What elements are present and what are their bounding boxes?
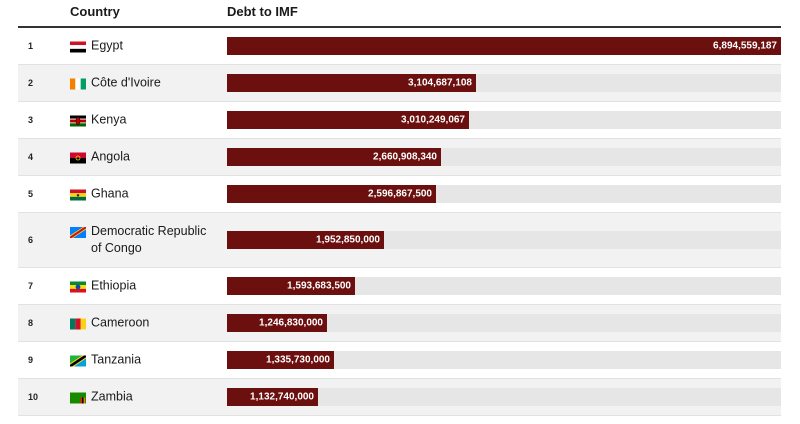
bar-value-label: 1,593,683,500 [287,280,351,292]
rank-number: 8 [28,318,34,328]
country-name: Cameroon [91,315,150,330]
bar-track: 3,104,687,108 [227,74,781,92]
country-name: Tanzania [91,352,142,367]
bar-track: 6,894,559,187 [227,37,781,55]
bar-track: 2,660,908,340 [227,148,781,166]
country-name: Angola [91,149,130,164]
debt-column-header: Debt to IMF [227,4,298,19]
cote-divoire-flag-icon [70,78,86,90]
bar: 2,660,908,340 [227,148,441,166]
country-cell: Tanzania [70,352,220,369]
cameroon-flag-icon [70,318,86,330]
table-row: 8 Cameroon 1,246,830,000 [18,305,781,342]
ghana-flag-icon [70,189,86,201]
bar-value-label: 3,104,687,108 [408,77,472,89]
bar: 1,132,740,000 [227,388,318,406]
bar-value-label: 2,660,908,340 [373,151,437,163]
country-name: Ethiopia [91,278,137,293]
table-row: 10 Zambia 1,132,740,000 [18,379,781,416]
rank-number: 6 [28,235,34,245]
bar-track: 1,593,683,500 [227,277,781,295]
bar: 1,593,683,500 [227,277,355,295]
country-cell: Democratic Republic of Congo [70,223,220,257]
rank-number: 10 [28,392,39,402]
country-cell: Angola [70,149,220,166]
bar-track: 1,132,740,000 [227,388,781,406]
table-header: Country Debt to IMF [18,0,781,28]
country-column-header: Country [70,4,120,19]
bar-track: 1,246,830,000 [227,314,781,332]
bar-value-label: 2,596,867,500 [368,188,432,200]
country-cell: Ethiopia [70,278,220,295]
table-row: 3 Kenya 3,010,249,067 [18,102,781,139]
bar: 3,104,687,108 [227,74,476,92]
country-name: Kenya [91,112,127,127]
table-row: 6 Democratic Republic of Congo 1,952,850,0… [18,213,781,268]
bar: 1,952,850,000 [227,231,384,249]
table-body: 1 Egypt 6,894,559,187 2 Côte d'Ivoire 3,104,6… [18,28,781,416]
country-cell: Ghana [70,186,220,203]
kenya-flag-icon [70,115,86,127]
country-name: Zambia [91,389,133,404]
bar-value-label: 6,894,559,187 [713,40,777,52]
country-name: Egypt [91,38,123,53]
bar-value-label: 1,132,740,000 [250,391,314,403]
country-name: Côte d'Ivoire [91,75,161,90]
rank-number: 3 [28,115,34,125]
country-name: Democratic Republic of Congo [91,224,207,255]
bar-value-label: 1,952,850,000 [316,234,380,246]
bar-value-label: 3,010,249,067 [401,114,465,126]
bar: 2,596,867,500 [227,185,436,203]
bar: 6,894,559,187 [227,37,781,55]
table-row: 1 Egypt 6,894,559,187 [18,28,781,65]
zambia-flag-icon [70,392,86,404]
bar-track: 1,335,730,000 [227,351,781,369]
rank-number: 1 [28,41,34,51]
bar: 3,010,249,067 [227,111,469,129]
table-row: 4 Angola 2,660,908,340 [18,139,781,176]
bar-value-label: 1,246,830,000 [259,317,323,329]
country-cell: Egypt [70,38,220,55]
country-cell: Cameroon [70,315,220,332]
bar-value-label: 1,335,730,000 [266,354,330,366]
rank-number: 2 [28,78,34,88]
rank-number: 5 [28,189,34,199]
country-cell: Kenya [70,112,220,129]
table-row: 2 Côte d'Ivoire 3,104,687,108 [18,65,781,102]
bar-track: 3,010,249,067 [227,111,781,129]
country-cell: Côte d'Ivoire [70,75,220,92]
bar: 1,246,830,000 [227,314,327,332]
bar-track: 1,952,850,000 [227,231,781,249]
dr-congo-flag-icon [70,226,86,238]
rank-number: 4 [28,152,34,162]
debt-table: Country Debt to IMF 1 Egypt 6,894,559,187 2… [18,0,781,416]
tanzania-flag-icon [70,355,86,367]
table-row: 5 Ghana 2,596,867,500 [18,176,781,213]
ethiopia-flag-icon [70,281,86,293]
bar-track: 2,596,867,500 [227,185,781,203]
egypt-flag-icon [70,41,86,53]
country-cell: Zambia [70,389,220,406]
rank-number: 9 [28,355,34,365]
table-row: 9 Tanzania 1,335,730,000 [18,342,781,379]
rank-number: 7 [28,281,34,291]
country-name: Ghana [91,186,129,201]
table-row: 7 Ethiopia 1,593,683,500 [18,268,781,305]
angola-flag-icon [70,152,86,164]
bar: 1,335,730,000 [227,351,334,369]
